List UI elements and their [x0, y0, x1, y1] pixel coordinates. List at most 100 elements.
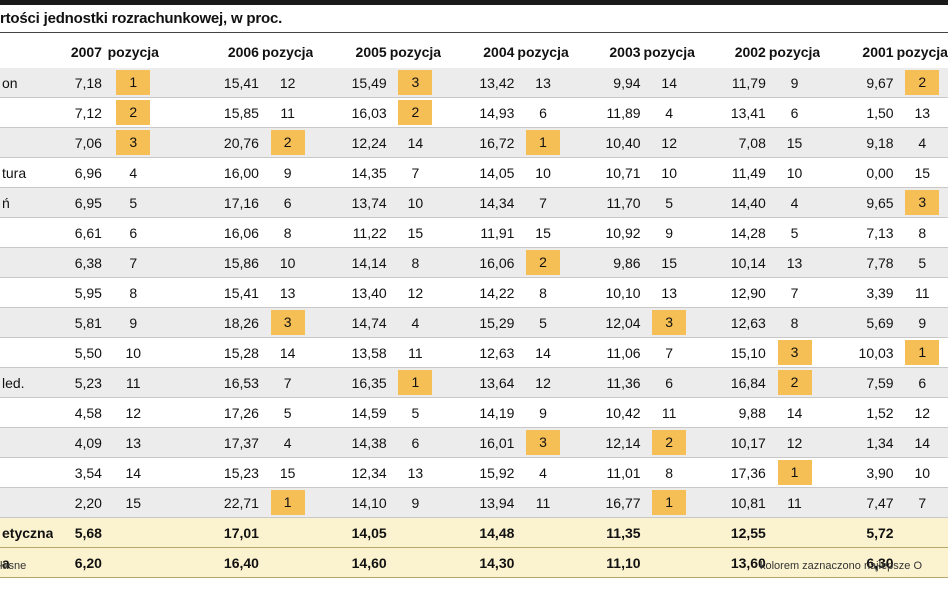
value-cell: 9,18	[820, 127, 897, 158]
header-position: pozycja	[389, 44, 442, 60]
position-cell	[517, 547, 569, 578]
value-cell: 17,01	[161, 517, 262, 548]
value-cell: 10,42	[568, 397, 644, 428]
position-cell: 1	[768, 457, 821, 488]
position-cell	[768, 517, 821, 548]
row-label	[0, 217, 54, 248]
value-cell: 15,41	[161, 68, 262, 98]
position-value: 9	[411, 494, 420, 511]
value-cell: 6,38	[53, 247, 105, 278]
position-value: 11	[408, 344, 423, 361]
position-cell: 14	[517, 337, 569, 368]
position-cell: 10	[643, 157, 695, 188]
position-cell: 8	[896, 217, 948, 248]
header-position: pozycja	[896, 44, 948, 60]
position-cell: 10	[896, 457, 948, 488]
position-cell: 3	[389, 68, 442, 98]
table-row: 7,12 2 15,85 11 16,03 2 14,93 6 11,89 4 13,41 6 1,50…	[0, 97, 948, 128]
table-row: ń 6,95 5 17,16 6 13,74 10 14,34 7 11,70 5 14,40 4 9,6…	[0, 187, 948, 218]
position-value: 11	[787, 494, 802, 511]
position-cell: 6	[768, 97, 821, 128]
position-cell	[896, 517, 948, 548]
position-value: 12	[125, 404, 142, 421]
value-cell: 11,22	[313, 217, 390, 248]
position-value: 3	[777, 340, 812, 365]
position-value: 5	[790, 224, 799, 241]
position-cell: 14	[261, 337, 314, 368]
value-cell: 11,70	[568, 187, 644, 218]
position-cell: 13	[896, 97, 948, 128]
table-row: 5,50 10 15,28 14 13,58 11 12,63 14 11,06 7 15,10 3 1…	[0, 337, 948, 368]
position-value: 13	[786, 254, 803, 271]
value-cell: 9,67	[820, 68, 897, 98]
position-cell: 5	[261, 397, 314, 428]
value-cell: 1,50	[820, 97, 897, 128]
position-cell: 9	[896, 307, 948, 338]
position-value: 8	[790, 314, 799, 331]
value-cell: 22,71	[161, 487, 262, 518]
position-cell: 7	[643, 337, 695, 368]
position-cell: 8	[389, 247, 442, 278]
position-value: 1	[905, 340, 940, 365]
position-cell: 9	[389, 487, 442, 518]
value-cell: 14,35	[313, 157, 390, 188]
position-value: 2	[526, 250, 561, 275]
table-title: rtości jednostki rozrachunkowej, w proc.	[0, 10, 283, 27]
position-cell: 14	[643, 68, 695, 98]
position-value: 12	[661, 134, 677, 151]
position-value: 3	[398, 70, 433, 95]
value-cell: 12,90	[694, 277, 769, 308]
position-value: 4	[129, 164, 138, 181]
position-cell: 11	[104, 367, 162, 398]
position-cell: 1	[104, 68, 162, 98]
value-cell: 6,95	[53, 187, 105, 218]
value-cell: 10,81	[694, 487, 769, 518]
value-cell: 7,59	[820, 367, 897, 398]
value-cell: 11,79	[694, 68, 769, 98]
position-cell: 15	[517, 217, 569, 248]
value-cell: 3,90	[820, 457, 897, 488]
returns-table: 2007 pozycja 2006 pozycja 2005 pozycja 2004 poz…	[0, 36, 948, 578]
row-label	[0, 247, 54, 278]
position-value: 12	[786, 434, 803, 451]
position-cell	[389, 547, 442, 578]
position-value: 9	[790, 74, 799, 91]
position-cell: 14	[389, 127, 442, 158]
position-value: 1	[270, 490, 305, 515]
position-value: 4	[790, 194, 799, 211]
summary-row: etyczna 5,68 17,01 14,05 14,48 11,35 12,55 5,72	[0, 517, 948, 548]
value-cell: 13,74	[313, 187, 390, 218]
position-value: 10	[661, 164, 677, 181]
position-value: 10	[407, 194, 424, 211]
position-value: 6	[918, 374, 927, 391]
row-label: led.	[0, 367, 54, 398]
value-cell: 14,05	[441, 157, 518, 188]
position-value: 5	[283, 404, 292, 421]
value-cell: 13,60	[694, 547, 769, 578]
row-label	[0, 427, 54, 458]
position-value: 12	[535, 374, 551, 391]
position-cell: 8	[104, 277, 162, 308]
position-value: 7	[411, 164, 420, 181]
row-label	[0, 397, 54, 428]
position-value: 8	[129, 284, 138, 301]
value-cell: 7,18	[53, 68, 105, 98]
header-position: pozycja	[643, 44, 695, 60]
position-value: 15	[125, 494, 142, 511]
value-cell: 18,26	[161, 307, 262, 338]
position-cell: 11	[389, 337, 442, 368]
position-value: 11	[535, 494, 551, 511]
position-cell: 12	[104, 397, 162, 428]
position-cell: 3	[768, 337, 821, 368]
position-cell: 5	[896, 247, 948, 278]
value-cell: 15,41	[161, 277, 262, 308]
value-cell: 14,10	[313, 487, 390, 518]
position-value: 14	[407, 134, 424, 151]
position-cell: 4	[389, 307, 442, 338]
value-cell: 5,81	[53, 307, 105, 338]
value-cell: 14,30	[441, 547, 518, 578]
position-cell: 1	[643, 487, 695, 518]
value-cell: 15,86	[161, 247, 262, 278]
position-value: 14	[535, 344, 551, 361]
position-value: 14	[661, 74, 677, 91]
